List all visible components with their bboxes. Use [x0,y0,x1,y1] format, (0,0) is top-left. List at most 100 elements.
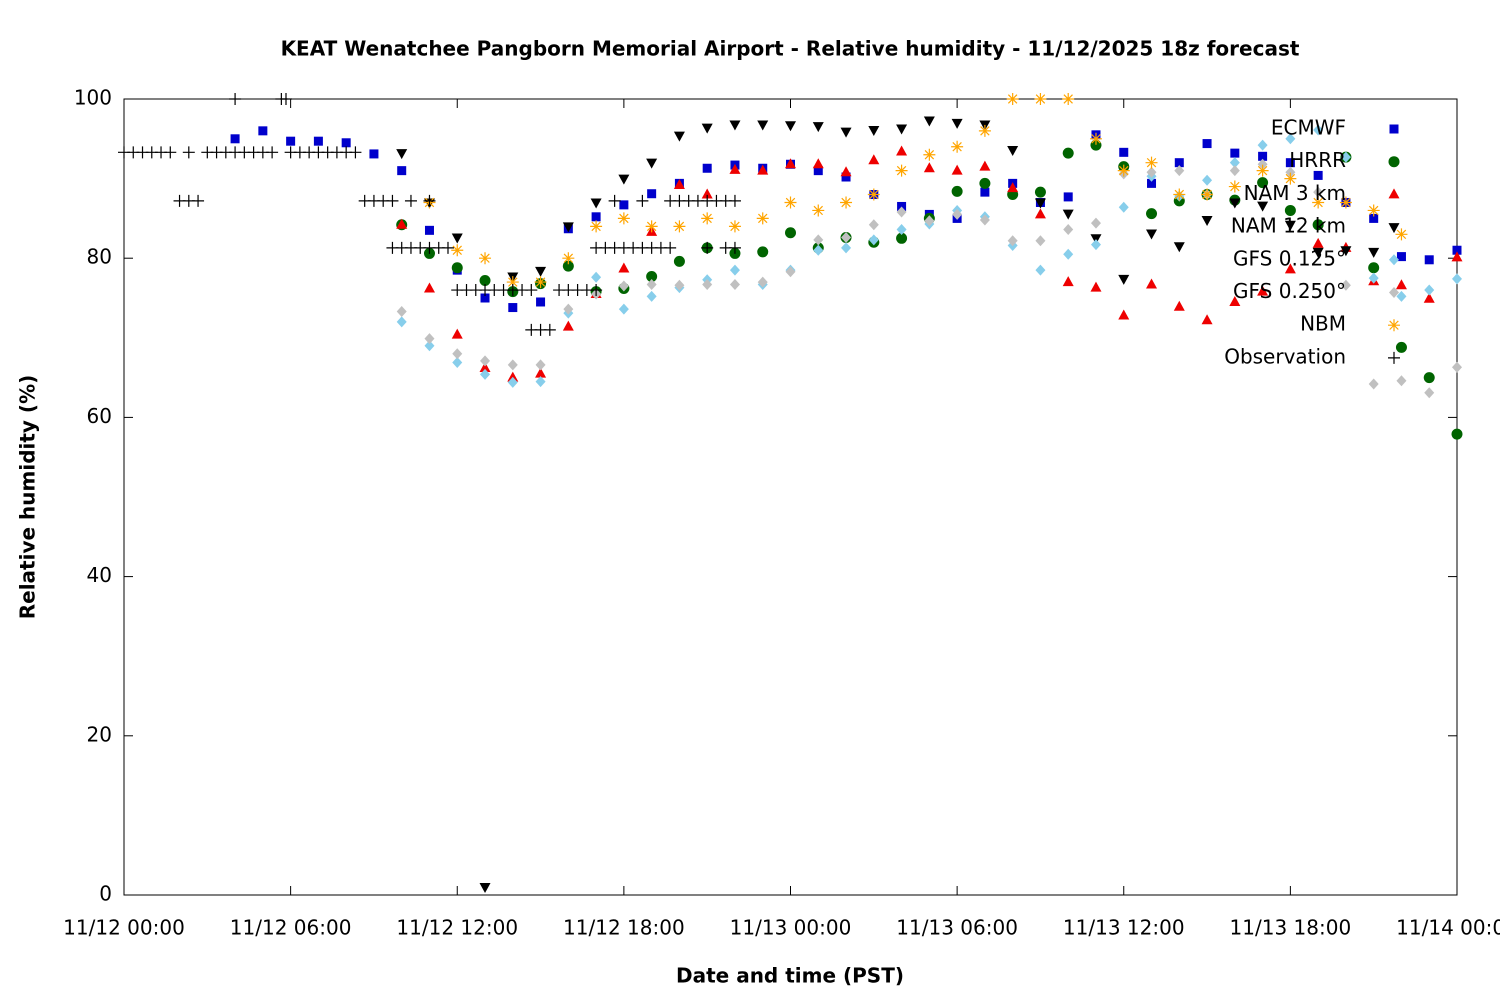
point [230,134,240,144]
point [978,124,991,137]
point [1368,378,1379,390]
legend-marker [1388,351,1400,364]
point [1035,264,1046,276]
point [1395,228,1408,241]
point [543,323,556,336]
point [1367,204,1380,217]
legend-label: NAM 12 km [1231,214,1346,238]
point [423,194,436,207]
point [841,242,852,254]
point [396,218,408,229]
point [1452,273,1462,285]
point [1146,166,1157,178]
point [590,198,602,209]
point [1229,295,1241,306]
point [896,206,907,218]
point [480,355,491,367]
point [1423,292,1435,303]
point [1118,309,1130,320]
point [1228,180,1241,193]
point [951,118,963,129]
point [841,232,852,244]
point [1257,177,1269,189]
point [1007,182,1019,193]
point [1173,300,1185,311]
point [562,320,574,331]
point [756,212,769,225]
legend-label: GFS 0.250° [1233,279,1346,303]
point [562,222,574,233]
x-axis-label: Date and time (PST) [676,964,904,988]
point [286,136,296,146]
point [813,234,824,246]
point [618,303,629,315]
point [479,252,492,265]
point [1119,147,1129,157]
point [757,120,769,131]
point [258,126,268,136]
point [1089,132,1102,145]
legend-marker [1388,188,1400,199]
point [507,371,519,382]
point [673,255,685,267]
point [951,185,963,197]
point [841,172,851,182]
point [618,262,630,273]
point [979,160,991,171]
point [1118,201,1129,213]
point [673,220,686,233]
point [923,116,935,127]
point [480,293,490,303]
point [1312,219,1324,231]
point [1229,198,1241,209]
point [1229,157,1240,169]
point [1284,204,1296,216]
point [701,212,714,225]
point [479,362,491,373]
point [951,164,963,175]
point [1257,285,1269,296]
point [1090,239,1101,251]
point [396,149,408,160]
point [1090,139,1102,151]
point [1062,147,1074,159]
point [1395,341,1407,353]
point [1118,274,1130,285]
point [535,266,547,277]
point [507,376,518,388]
point [1146,208,1158,220]
point [647,189,657,199]
point [590,220,603,233]
point [1007,145,1019,156]
point [1007,235,1018,247]
point [341,138,351,148]
x-tick-label: 11/13 12:00 [1063,916,1185,940]
point [1396,375,1407,387]
point [1313,124,1324,136]
point [1423,372,1435,384]
point [396,306,407,318]
point [702,163,712,173]
point [1062,209,1074,220]
point [1284,220,1296,231]
legend-label: ECMWF [1271,116,1346,140]
x-tick-label: 11/12 06:00 [230,916,352,940]
point [728,220,741,233]
point [1424,255,1434,265]
point [840,166,852,177]
point [369,149,379,159]
point [1340,246,1352,257]
point [812,122,824,133]
point [591,271,602,283]
y-axis-label: Relative humidity (%) [16,375,40,620]
point [591,212,601,222]
point [266,146,279,159]
point [525,284,538,297]
point [1034,186,1046,198]
point [896,224,907,236]
point [813,166,823,176]
point [452,348,463,360]
point [951,140,964,153]
point [1284,172,1297,185]
y-tick-label: 60 [87,404,112,428]
